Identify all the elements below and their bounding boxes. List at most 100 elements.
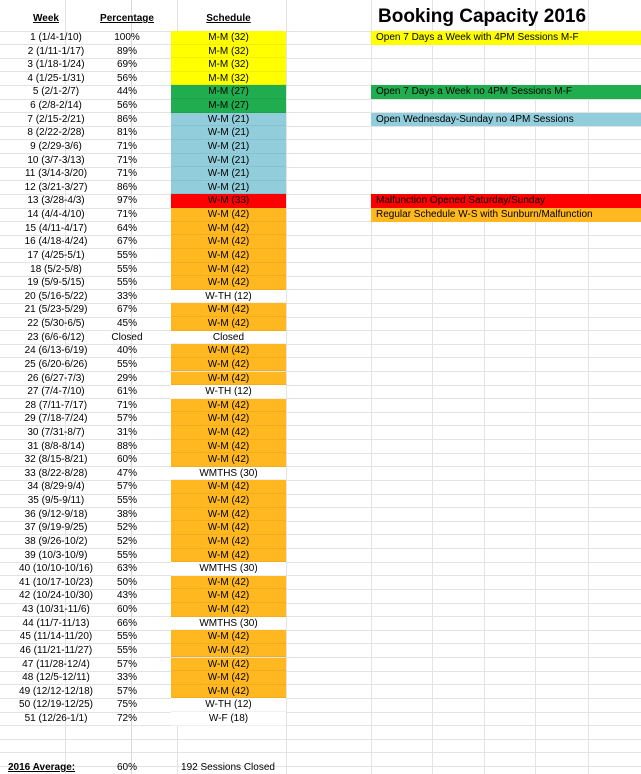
schedule-cell: W-M (21) <box>171 180 286 195</box>
week-cell: 27 (7/4-7/10) <box>27 386 85 398</box>
percentage-cell: 43% <box>116 590 137 602</box>
table-row: 36 (9/12-9/18) 38% W-M (42) <box>0 507 641 522</box>
week-cell: 26 (6/27-7/3) <box>27 372 85 384</box>
gridline <box>0 98 641 100</box>
week-cell: 16 (4/18-4/24) <box>24 236 88 248</box>
week-cell: 33 (8/22-8/28) <box>24 467 88 479</box>
schedule-cell: W-M (21) <box>171 126 286 140</box>
table-row: 1 (1/4-1/10) 100% M-M (32) <box>0 31 641 45</box>
percentage-cell: 67% <box>116 236 137 248</box>
gridline <box>0 71 641 73</box>
gridline <box>0 371 641 372</box>
schedule-cell: W-M (42) <box>171 398 286 413</box>
gridline <box>0 493 641 495</box>
gridline <box>0 193 641 195</box>
table-row: 6 (2/8-2/14) 56% M-M (27) <box>0 99 641 113</box>
schedule-cell: W-M (42) <box>171 630 286 644</box>
gridline <box>0 697 641 699</box>
schedule-cell: WMTHS (30) <box>171 466 286 481</box>
percentage-cell: 55% <box>116 495 137 507</box>
gridline <box>0 289 641 291</box>
schedule-cell: W-M (42) <box>171 248 286 263</box>
percentage-cell: 55% <box>116 549 137 561</box>
table-row: 29 (7/18-7/24) 57% W-M (42) <box>0 412 641 426</box>
table-row: 51 (12/26-1/1) 72% W-F (18) <box>0 712 641 726</box>
table-row: 15 (4/11-4/17) 64% W-M (42) <box>0 221 641 236</box>
week-cell: 32 (8/15-8/21) <box>24 454 88 466</box>
gridline <box>0 84 641 86</box>
gridline <box>0 548 641 550</box>
table-row: 45 (11/14-11/20) 55% W-M (42) <box>0 630 641 644</box>
schedule-cell: W-TH (12) <box>171 698 286 712</box>
percentage-cell: 52% <box>116 535 137 547</box>
percentage-cell: 55% <box>116 277 137 289</box>
percentage-cell: 40% <box>116 345 137 357</box>
gridline <box>286 0 287 774</box>
week-cell: 10 (3/7-3/13) <box>27 154 85 166</box>
table-row: 49 (12/12-12/18) 57% W-M (42) <box>0 684 641 699</box>
schedule-cell: M-M (32) <box>171 58 286 72</box>
table-row: 2 (1/11-1/17) 89% M-M (32) <box>0 44 641 59</box>
gridline <box>0 275 641 277</box>
gridline <box>0 166 641 168</box>
table-row: 4 (1/25-1/31) 56% M-M (32) <box>0 71 641 86</box>
percentage-cell: 64% <box>116 222 137 234</box>
table-row: 43 (10/31-11/6) 60% W-M (42) <box>0 603 641 617</box>
table-row: 16 (4/18-4/24) 67% W-M (42) <box>0 235 641 249</box>
schedule-cell: W-M (42) <box>171 303 286 317</box>
schedule-cell: M-M (32) <box>171 31 286 45</box>
gridline <box>0 139 641 141</box>
schedule-cell: W-M (42) <box>171 262 286 277</box>
week-cell: 38 (9/26-10/2) <box>24 535 88 547</box>
gridline <box>0 221 641 223</box>
table-row: 14 (4/4-4/10) 71% W-M (42) <box>0 208 641 222</box>
week-cell: 39 (10/3-10/9) <box>24 549 88 561</box>
schedule-cell: WMTHS (30) <box>171 562 286 576</box>
table-row: 44 (11/7-11/13) 66% WMTHS (30) <box>0 616 641 631</box>
gridline <box>0 343 641 345</box>
week-cell: 29 (7/18-7/24) <box>24 413 88 425</box>
percentage-cell: 33% <box>116 290 137 302</box>
percentage-cell: 50% <box>116 576 137 588</box>
week-cell: 28 (7/11-7/17) <box>24 399 88 411</box>
schedule-cell: W-M (42) <box>171 208 286 222</box>
schedule-cell: W-M (42) <box>171 684 286 699</box>
percentage-cell: 81% <box>116 127 137 139</box>
percentage-cell: 31% <box>116 426 137 438</box>
table-row: 22 (5/30-6/5) 45% W-M (42) <box>0 317 641 331</box>
gridline <box>0 670 641 672</box>
week-cell: 1 (1/4-1/10) <box>30 32 82 43</box>
week-cell: 17 (4/25-5/1) <box>27 249 85 261</box>
week-cell: 36 (9/12-9/18) <box>24 508 88 520</box>
percentage-cell: 60% <box>116 454 137 466</box>
week-cell: 41 (10/17-10/23) <box>19 576 93 588</box>
schedule-cell: W-M (21) <box>171 112 286 127</box>
percentage-cell: 71% <box>116 154 137 166</box>
schedule-cell: W-M (21) <box>171 139 286 154</box>
week-cell: 44 (11/7-11/13) <box>22 617 90 629</box>
table-row: 48 (12/5-12/11) 33% W-M (42) <box>0 671 641 685</box>
gridline <box>0 452 641 454</box>
schedule-cell: W-M (33) <box>171 194 286 209</box>
percentage-cell: 60% <box>116 604 137 616</box>
percentage-cell: 86% <box>116 113 137 125</box>
table-row: 34 (8/29-9/4) 57% W-M (42) <box>0 480 641 495</box>
schedule-cell: W-M (42) <box>171 643 286 658</box>
week-cell: 43 (10/31-11/6) <box>22 604 90 616</box>
table-row: 26 (6/27-7/3) 29% W-M (42) <box>0 371 641 386</box>
gridline <box>0 357 641 359</box>
schedule-cell: W-M (21) <box>171 153 286 168</box>
table-row: 35 (9/5-9/11) 55% W-M (42) <box>0 494 641 508</box>
gridline <box>0 316 641 318</box>
week-cell: 5 (2/1-2/7) <box>32 86 80 98</box>
week-cell: 40 (10/10-10/16) <box>19 563 93 575</box>
table-row: 11 (3/14-3/20) 71% W-M (21) <box>0 167 641 181</box>
percentage-cell: 71% <box>116 399 137 411</box>
schedule-cell: W-M (42) <box>171 603 286 617</box>
week-cell: 20 (5/16-5/22) <box>24 290 88 302</box>
schedule-cell: W-M (42) <box>171 344 286 358</box>
schedule-cell: W-TH (12) <box>171 289 286 304</box>
schedule-cell: W-M (42) <box>171 534 286 549</box>
percentage-cell: 56% <box>116 100 137 112</box>
week-cell: 46 (11/21-11/27) <box>19 644 93 656</box>
